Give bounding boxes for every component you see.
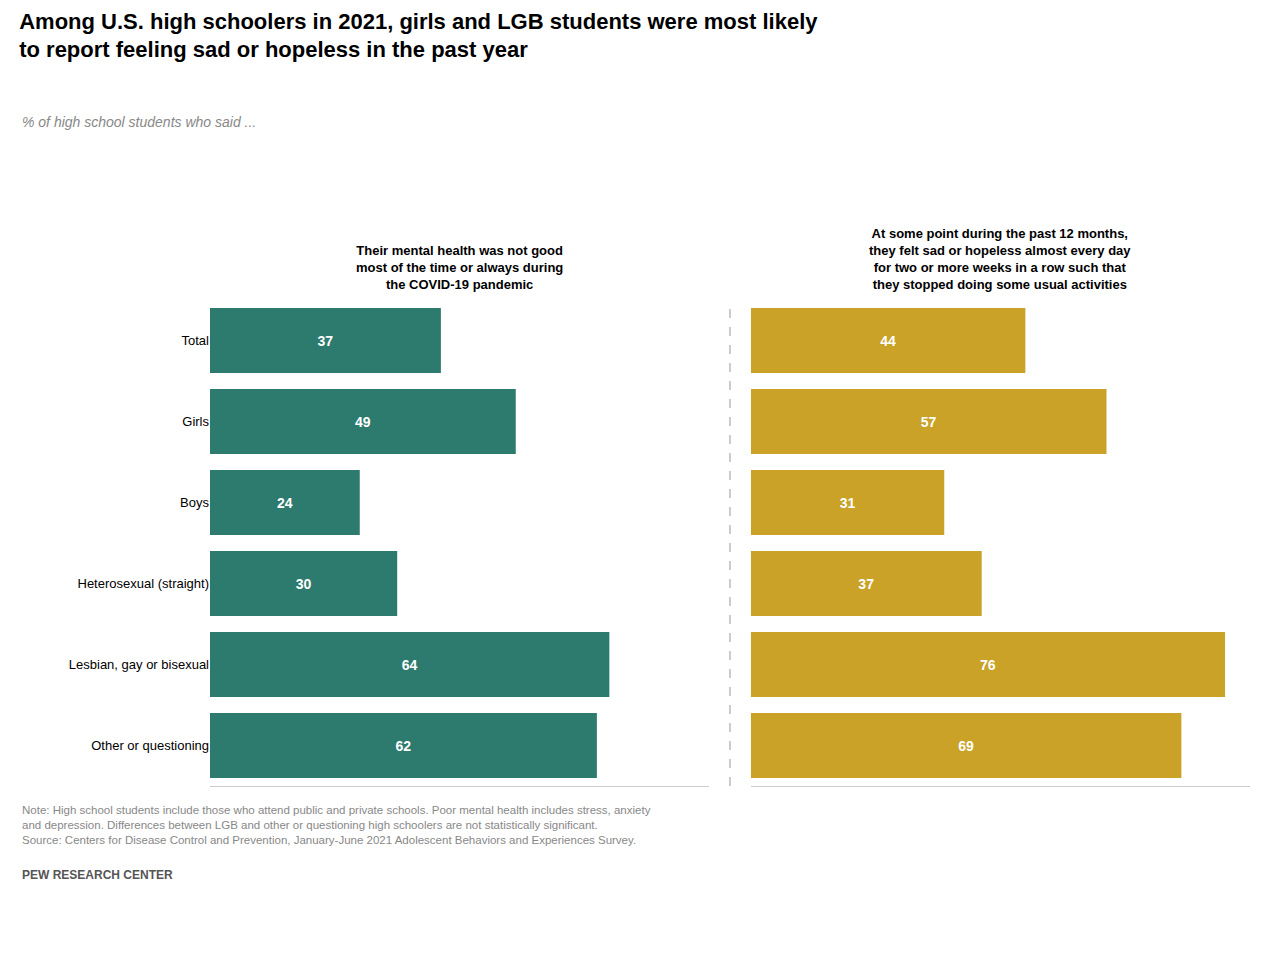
svg-text:30: 30 xyxy=(296,576,312,592)
svg-text:76: 76 xyxy=(980,657,996,673)
svg-text:64: 64 xyxy=(402,657,418,673)
svg-text:Boys: Boys xyxy=(180,495,209,510)
svg-text:Note: High school students inc: Note: High school students include those… xyxy=(22,804,651,846)
svg-text:44: 44 xyxy=(880,333,896,349)
svg-text:Lesbian, gay or bisexual: Lesbian, gay or bisexual xyxy=(69,657,209,672)
svg-text:At some point during the past: At some point during the past 12 months,… xyxy=(869,226,1131,292)
svg-text:Total: Total xyxy=(182,333,210,348)
svg-text:PEW RESEARCH CENTER: PEW RESEARCH CENTER xyxy=(22,868,173,882)
svg-text:Their mental health was not go: Their mental health was not goodmost of … xyxy=(356,243,563,292)
svg-text:57: 57 xyxy=(921,414,937,430)
svg-text:62: 62 xyxy=(396,738,412,754)
svg-text:37: 37 xyxy=(318,333,334,349)
svg-text:31: 31 xyxy=(840,495,856,511)
svg-text:Other or questioning: Other or questioning xyxy=(91,738,209,753)
svg-text:Girls: Girls xyxy=(182,414,209,429)
svg-text:49: 49 xyxy=(355,414,371,430)
svg-text:24: 24 xyxy=(277,495,293,511)
svg-text:Heterosexual (straight): Heterosexual (straight) xyxy=(78,576,210,591)
svg-text:% of high school students who: % of high school students who said ... xyxy=(22,114,256,130)
svg-text:69: 69 xyxy=(958,738,974,754)
svg-text:37: 37 xyxy=(858,576,874,592)
svg-text:Among U.S. high schoolers in 2: Among U.S. high schoolers in 2021, girls… xyxy=(19,9,818,63)
